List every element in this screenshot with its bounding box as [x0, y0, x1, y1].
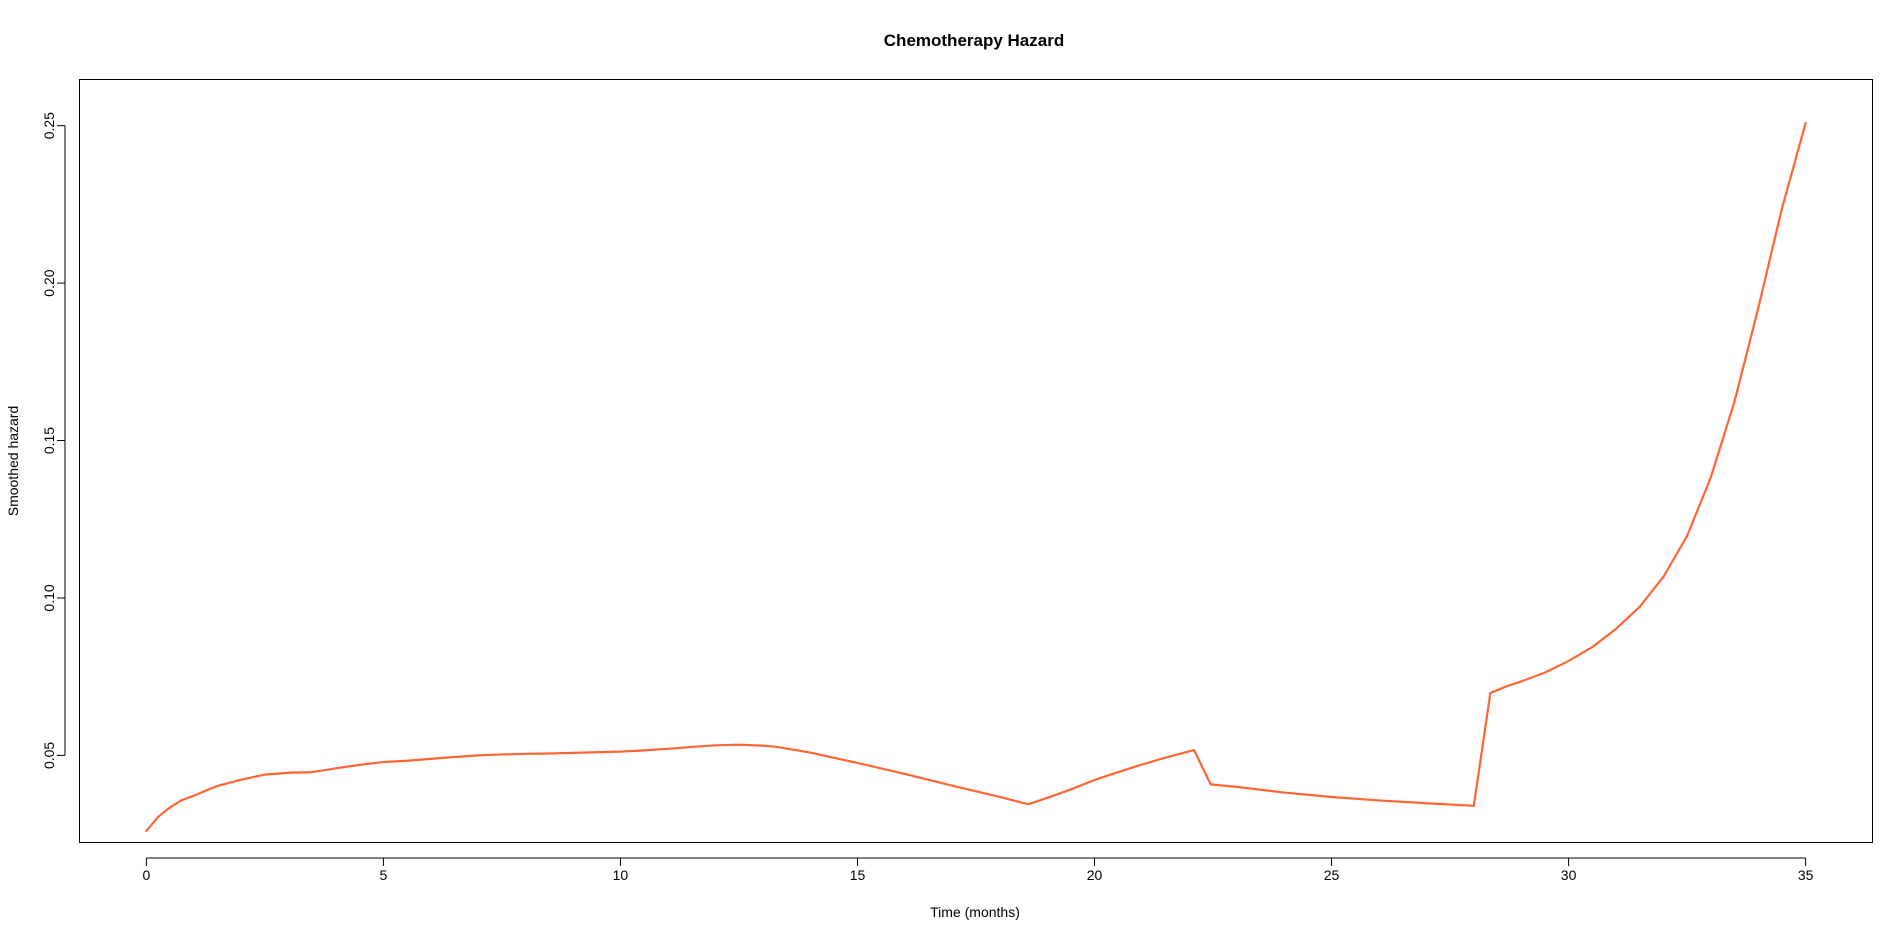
- y-tick-label: 0.25: [41, 112, 57, 139]
- x-tick-label: 30: [1561, 867, 1577, 883]
- x-tick-label: 20: [1087, 867, 1103, 883]
- y-tick-label: 0.10: [41, 584, 57, 611]
- x-tick-label: 15: [850, 867, 866, 883]
- x-axis: 0 5 10 15 20 25 30 35: [142, 857, 1814, 883]
- x-tick-label: 5: [380, 867, 388, 883]
- x-tick-label: 0: [142, 867, 150, 883]
- y-tick-label: 0.20: [41, 269, 57, 296]
- plot-frame: [79, 79, 1873, 843]
- y-tick-label: 0.15: [41, 427, 57, 454]
- y-tick-label: 0.05: [41, 742, 57, 769]
- y-axis: 0.05 0.10 0.15 0.20 0.25: [41, 112, 66, 769]
- series-layer: [145, 122, 1807, 833]
- x-tick-label: 10: [613, 867, 629, 883]
- x-tick-label: 25: [1324, 867, 1340, 883]
- hazard-line: [145, 122, 1807, 833]
- x-axis-label: Time (months): [930, 904, 1020, 920]
- x-tick-label: 35: [1798, 867, 1814, 883]
- chart-title: Chemotherapy Hazard: [884, 31, 1064, 50]
- y-axis-label: Smoothed hazard: [5, 406, 21, 517]
